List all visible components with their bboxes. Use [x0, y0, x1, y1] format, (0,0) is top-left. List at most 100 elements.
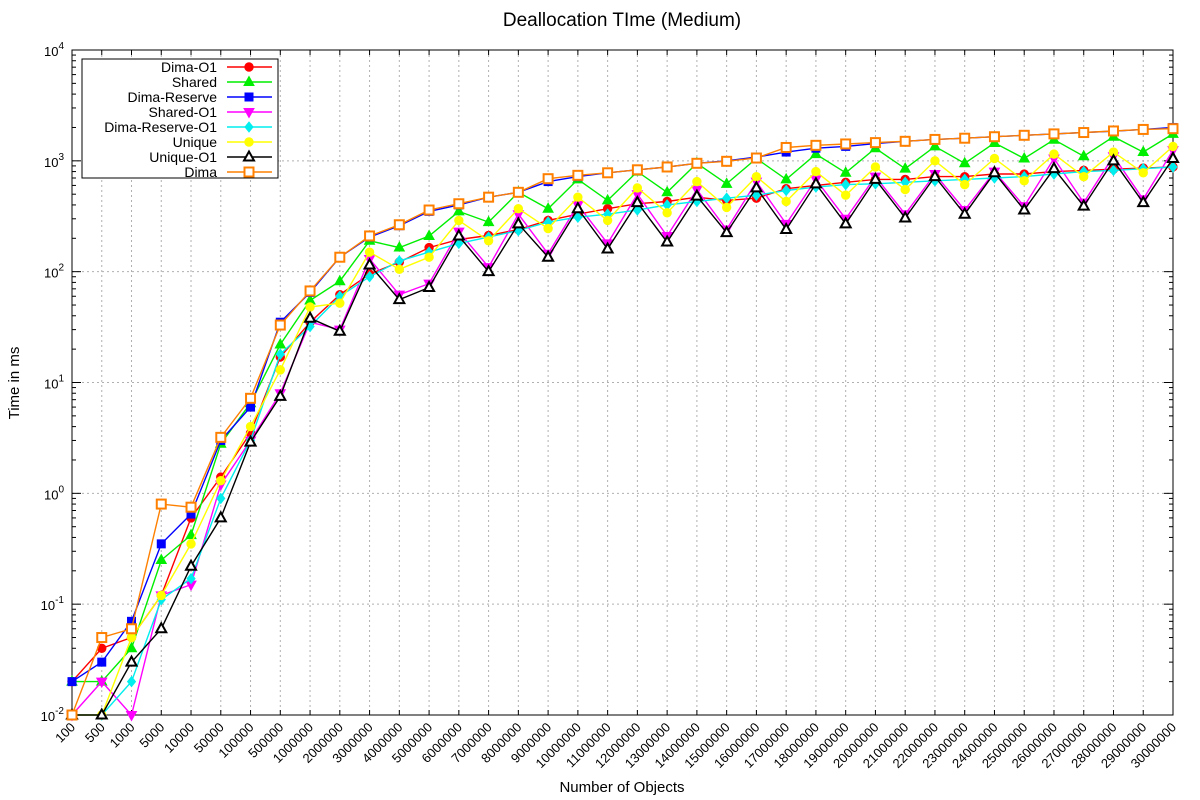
- legend-item-dima: Dima: [184, 164, 272, 180]
- data-point-dima: [66, 709, 78, 721]
- data-point-unique-o1: [511, 216, 526, 229]
- data-point-unique-o1: [362, 257, 377, 270]
- data-point-dima-reserve-o1: [364, 270, 375, 283]
- data-point-unique-o1: [154, 621, 168, 634]
- legend-label: Dima-O1: [161, 59, 217, 75]
- legend-marker: [244, 62, 254, 72]
- data-point-shared: [393, 241, 406, 252]
- data-point-shared: [1137, 145, 1150, 157]
- data-point-dima: [304, 285, 316, 297]
- data-point-unique: [394, 264, 405, 275]
- data-point-unique-o1: [571, 201, 585, 214]
- data-point-shared: [542, 202, 554, 213]
- data-point-dima: [721, 155, 733, 167]
- data-point-shared: [661, 185, 673, 197]
- data-point-dima: [483, 191, 495, 203]
- data-point-dima: [1048, 128, 1060, 140]
- data-point-unique: [900, 184, 910, 195]
- data-point-unique-o1: [1166, 150, 1180, 163]
- data-point-shared: [601, 193, 614, 205]
- data-point-unique-o1: [124, 654, 139, 667]
- data-point-unique-o1: [214, 510, 228, 523]
- data-point-dima-reserve-o1: [1168, 161, 1178, 173]
- data-point-unique: [216, 476, 226, 486]
- data-point-unique-o1: [481, 264, 496, 277]
- legend-label: Dima: [184, 164, 217, 180]
- data-point-dima: [364, 230, 376, 242]
- data-point-unique-o1: [392, 292, 407, 305]
- y-tick-label: 104: [44, 41, 64, 59]
- data-point-unique: [840, 190, 851, 200]
- data-point-unique: [632, 183, 643, 193]
- data-point-unique: [1168, 141, 1178, 152]
- legend-marker: [244, 121, 254, 133]
- legend-marker: [243, 166, 255, 178]
- data-point-dima-reserve: [186, 509, 196, 519]
- data-point-dima: [1137, 123, 1149, 135]
- data-point-dima: [245, 392, 257, 404]
- data-point-unique: [543, 223, 553, 234]
- data-point-dima: [453, 198, 465, 210]
- y-tick-label: 10-1: [41, 595, 65, 613]
- data-point-unique: [335, 298, 345, 308]
- data-point-unique: [573, 192, 583, 202]
- data-point-dima: [691, 157, 703, 169]
- data-point-shared: [720, 177, 733, 188]
- data-point-unique: [602, 215, 613, 226]
- data-point-shared: [423, 229, 435, 240]
- data-point-unique-o1: [987, 165, 1002, 178]
- data-point-dima: [215, 431, 227, 443]
- legend: Dima-O1SharedDima-ReserveShared-O1Dima-R…: [81, 58, 279, 180]
- data-point-dima: [631, 164, 643, 176]
- data-point-dima: [274, 319, 286, 331]
- data-point-dima: [780, 141, 792, 153]
- data-point-unique: [781, 196, 791, 207]
- data-point-shared: [274, 338, 287, 349]
- legend-label: Dima-Reserve: [128, 89, 218, 105]
- y-tick-label: 103: [44, 152, 64, 170]
- data-point-unique-o1: [541, 249, 555, 262]
- data-point-dima: [959, 132, 971, 144]
- data-point-unique-o1: [422, 279, 436, 292]
- data-point-unique: [275, 365, 285, 375]
- data-point-unique-o1: [1017, 202, 1031, 215]
- legend-marker: [244, 92, 254, 102]
- data-point-unique-o1: [928, 169, 942, 182]
- data-point-dima-reserve-o1: [275, 348, 285, 361]
- data-point-dima-reserve-o1: [573, 211, 583, 224]
- data-point-unique-o1: [779, 221, 793, 235]
- data-point-unique-o1: [1106, 153, 1121, 166]
- data-point-shared: [810, 147, 822, 159]
- data-point-unique: [483, 236, 494, 246]
- data-point-unique: [692, 176, 702, 187]
- data-point-dima-reserve: [127, 616, 137, 626]
- data-point-unique: [364, 247, 375, 257]
- data-point-unique: [126, 632, 137, 643]
- data-point-unique: [930, 156, 940, 166]
- data-point-shared: [780, 172, 793, 184]
- data-point-shared: [899, 162, 912, 173]
- data-point-unique: [186, 539, 196, 549]
- y-tick-label: 10-2: [41, 706, 65, 724]
- data-point-shared: [452, 204, 465, 216]
- y-tick-label: 101: [44, 374, 64, 392]
- legend-item-shared: Shared: [172, 74, 272, 90]
- legend-marker: [242, 149, 256, 162]
- data-point-unique: [751, 171, 762, 182]
- series-line-unique: [72, 145, 1174, 716]
- legend-label: Shared-O1: [149, 104, 218, 120]
- series-layer: [65, 122, 1180, 722]
- data-point-dima-reserve-o1: [186, 572, 196, 585]
- data-point-unique: [454, 215, 464, 226]
- data-point-shared: [125, 641, 138, 653]
- data-point-unique-o1: [303, 310, 317, 323]
- data-point-shared: [958, 156, 971, 168]
- data-point-unique-o1: [630, 195, 645, 208]
- data-point-dima-reserve-o1: [216, 492, 226, 505]
- legend-marker: [243, 75, 255, 86]
- data-point-shared: [185, 528, 197, 540]
- data-point-unique-o1: [660, 234, 674, 247]
- legend-marker: [244, 137, 254, 147]
- data-point-dima: [1167, 123, 1179, 135]
